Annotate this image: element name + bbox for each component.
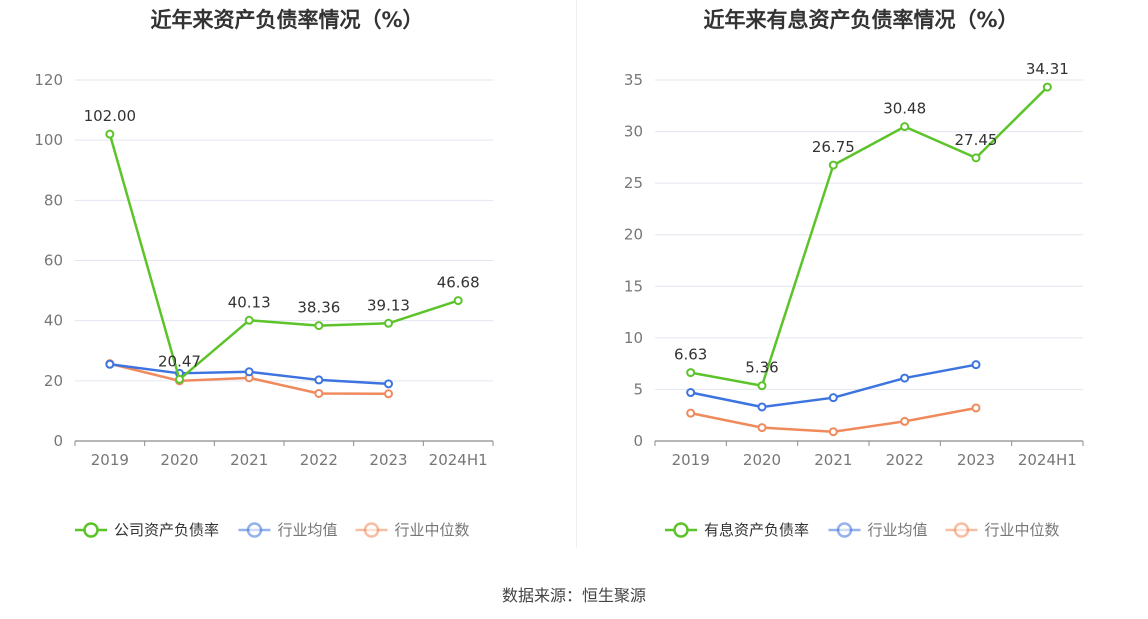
legend-marker	[673, 522, 689, 538]
chart-title: 近年来有息资产负债率情况（%）	[703, 8, 1019, 32]
y-tick-label: 80	[44, 191, 63, 209]
x-tick-label: 2020	[743, 451, 781, 469]
data-point	[105, 129, 115, 139]
y-tick-label: 0	[633, 432, 643, 450]
data-point	[244, 315, 254, 325]
y-tick-label: 40	[44, 312, 63, 330]
series-line-0	[108, 133, 459, 381]
data-label: 34.31	[1026, 60, 1069, 78]
data-point	[314, 375, 324, 385]
data-point	[971, 360, 981, 370]
y-tick-label: 10	[624, 329, 643, 347]
legend-marker	[363, 522, 380, 538]
data-label: 39.13	[367, 296, 410, 314]
data-label: 46.68	[437, 274, 480, 292]
legend-marker	[836, 522, 853, 538]
x-tick-label: 2022	[300, 451, 338, 469]
y-tick-label: 35	[624, 71, 643, 89]
chart-interest-debt-ratio: 0 5 10 15 20 25 30 35 2019 2020 2021 2022 2023 2024H1…	[624, 60, 1084, 539]
data-point	[757, 423, 767, 433]
legend-item: 行业中位数	[355, 521, 470, 539]
data-point	[757, 381, 767, 391]
legend-marker	[246, 522, 263, 538]
data-label: 38.36	[297, 299, 340, 317]
data-point	[244, 367, 254, 377]
data-label: 5.36	[745, 359, 778, 377]
data-point	[900, 416, 910, 426]
legend-item: 行业中位数	[945, 521, 1060, 539]
data-point	[453, 296, 463, 306]
data-point	[686, 388, 696, 398]
legend-label: 有息资产负债率	[704, 521, 809, 539]
data-label: 102.00	[84, 107, 137, 125]
y-tick-label: 25	[624, 174, 643, 192]
x-tick-label: 2021	[230, 451, 268, 469]
y-tick-label: 30	[624, 123, 643, 141]
y-tick-label: 5	[633, 380, 643, 398]
x-tick-label: 2024H1	[429, 451, 488, 469]
chart-title: 近年来资产负债率情况（%）	[150, 8, 424, 32]
legend-label: 行业中位数	[395, 521, 470, 539]
data-point	[105, 359, 115, 369]
data-label: 40.13	[228, 293, 271, 311]
legend-label: 公司资产负债率	[114, 521, 219, 539]
data-point	[384, 318, 393, 328]
legend-label: 行业均值	[868, 521, 928, 539]
legend-marker	[83, 522, 99, 538]
data-point	[686, 408, 696, 418]
data-point	[828, 160, 838, 170]
chart-debt-ratio: 0 20 40 60 80 100 120 2019 2020 2021 2022 2023 2024H…	[34, 71, 494, 539]
data-point	[971, 403, 981, 413]
chart-panel-interest-debt-ratio: 近年来有息资产负债率情况（%） 0 5 10 15 20 25 30 35 2019 2020 20…	[574, 0, 1148, 560]
data-point	[314, 321, 324, 331]
x-tick-label: 2020	[160, 451, 198, 469]
data-label: 26.75	[812, 138, 855, 156]
data-point	[686, 368, 696, 378]
y-tick-label: 0	[53, 432, 63, 450]
chart-panel-debt-ratio: 近年来资产负债率情况（%） 0 20 40 60 80 100 120 2019 2020 202…	[0, 0, 574, 560]
data-point	[971, 153, 981, 163]
data-label: 30.48	[883, 100, 926, 118]
y-tick-label: 15	[624, 277, 643, 295]
data-point	[1042, 82, 1052, 92]
x-tick-label: 2021	[814, 451, 852, 469]
x-tick-label: 2024H1	[1018, 451, 1077, 469]
x-tick-label: 2023	[369, 451, 407, 469]
data-source-note: 数据来源：恒生聚源	[501, 586, 646, 605]
y-tick-label: 20	[44, 372, 63, 390]
panel-divider	[576, 0, 577, 548]
y-tick-label: 120	[34, 71, 63, 89]
x-tick-label: 2023	[957, 451, 995, 469]
data-point	[384, 379, 393, 389]
legend-item: 行业均值	[238, 521, 338, 539]
x-tick-label: 2022	[886, 451, 924, 469]
y-tick-label: 20	[624, 226, 643, 244]
data-point	[828, 427, 838, 437]
data-label: 20.47	[158, 352, 201, 370]
legend-label: 行业中位数	[985, 521, 1060, 539]
data-label: 6.63	[674, 346, 707, 364]
data-point	[175, 374, 184, 384]
data-point	[828, 393, 838, 403]
series-line-0	[690, 86, 1049, 387]
data-point	[384, 389, 393, 399]
legend-marker	[953, 522, 970, 538]
data-point	[900, 122, 910, 132]
legend-item: 行业均值	[828, 521, 928, 539]
x-tick-label: 2019	[91, 451, 129, 469]
x-tick-label: 2019	[672, 451, 710, 469]
legend-item: 有息资产负债率	[665, 521, 809, 539]
data-point	[900, 373, 910, 383]
y-tick-label: 100	[34, 131, 63, 149]
legend-label: 行业均值	[278, 521, 338, 539]
legend-item: 公司资产负债率	[75, 521, 219, 539]
data-label: 27.45	[955, 131, 998, 149]
data-point	[314, 388, 324, 398]
y-tick-label: 60	[44, 252, 63, 270]
data-point	[757, 402, 767, 412]
